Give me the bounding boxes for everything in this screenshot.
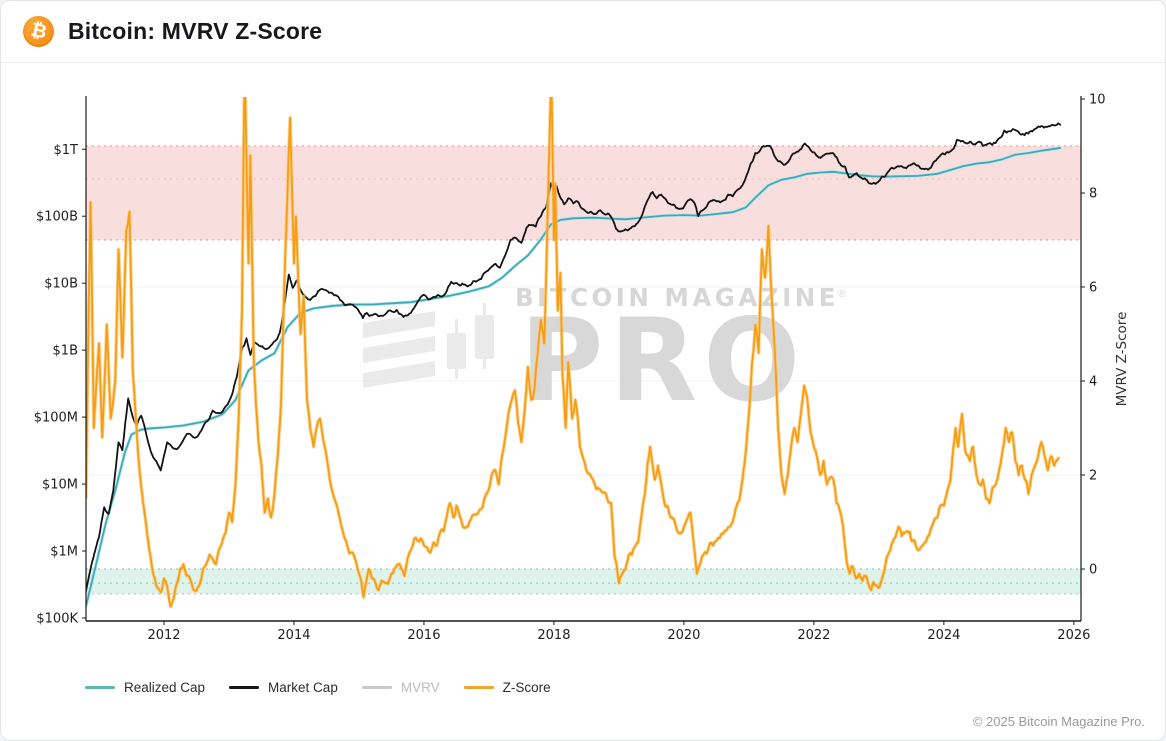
- y-left-tick-label: $10B: [44, 277, 78, 292]
- x-tick-label: 2016: [407, 628, 440, 643]
- z-score-line: [86, 97, 1060, 608]
- legend-label: Z-Score: [502, 680, 551, 695]
- x-tick-label: 2022: [797, 628, 830, 643]
- watermark-line1: BITCOIN MAGAZINE: [515, 283, 839, 312]
- legend-label: MVRV: [400, 680, 440, 695]
- y-left-tick-label: $100B: [36, 210, 78, 225]
- watermark-registered-icon: ®: [837, 287, 848, 300]
- y-right-tick-label: 10: [1089, 92, 1106, 107]
- legend-swatch: [229, 686, 260, 689]
- market-cap-line: [86, 122, 1062, 592]
- y-right-axis-title: MVRV Z-Score: [1114, 312, 1130, 407]
- page-title: Bitcoin: MVRV Z-Score: [68, 18, 323, 44]
- y-right-tick-label: 6: [1089, 281, 1097, 296]
- undervalued-band: [86, 569, 1081, 594]
- realized-cap-line: [86, 146, 1062, 607]
- footer: © 2025 Bitcoin Magazine Pro.: [973, 714, 1145, 729]
- copyright: © 2025 Bitcoin Magazine Pro.: [972, 714, 1145, 729]
- y-left-tick-label: $1T: [54, 143, 79, 158]
- series-layer: [86, 97, 1062, 609]
- legend-item-realized-cap[interactable]: Realized Cap: [85, 680, 205, 695]
- y-left-tick-label: $1B: [53, 344, 78, 359]
- y-right-tick-label: 0: [1089, 563, 1097, 578]
- legend-item-mvrv[interactable]: MVRV: [361, 680, 440, 695]
- overvalued-band: [86, 145, 1081, 240]
- legend: Realized Cap Market Cap MVRV Z-Score: [85, 680, 551, 695]
- x-tick-label: 2026: [1057, 628, 1090, 643]
- y-right-tick-label: 2: [1089, 469, 1097, 484]
- legend-item-market-cap[interactable]: Market Cap: [229, 680, 338, 695]
- legend-item-z-score[interactable]: Z-Score: [463, 680, 551, 695]
- x-tick-label: 2018: [537, 628, 570, 643]
- legend-swatch: [361, 686, 392, 689]
- x-tick-label: 2012: [147, 628, 180, 643]
- legend-label: Market Cap: [268, 680, 338, 695]
- legend-swatch: [463, 686, 494, 689]
- legend-swatch: [85, 686, 115, 689]
- y-right-tick-label: 4: [1089, 375, 1097, 390]
- x-tick-label: 2014: [277, 628, 310, 643]
- y-left-tick-label: $100M: [34, 411, 78, 426]
- watermark-logo-icon: [363, 303, 494, 388]
- x-tick-label: 2020: [667, 628, 700, 643]
- bitcoin-glyph: ₿: [28, 19, 49, 44]
- y-right-tick-label: 8: [1089, 186, 1097, 201]
- y-left-tick-label: $100K: [36, 611, 78, 626]
- bitcoin-logo-icon: ₿: [23, 16, 54, 47]
- legend-label: Realized Cap: [124, 680, 206, 695]
- x-tick-label: 2024: [927, 628, 960, 643]
- y-left-tick-label: $10M: [42, 478, 78, 493]
- chart-header: ₿ Bitcoin: MVRV Z-Score: [1, 1, 1165, 63]
- y-left-tick-label: $1M: [50, 545, 78, 560]
